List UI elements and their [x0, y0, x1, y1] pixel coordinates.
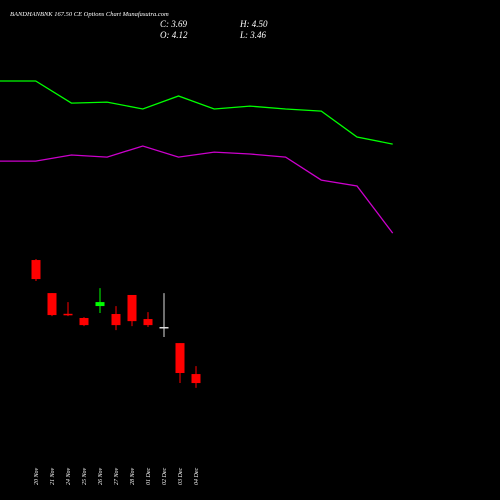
quote: H: 4.50 — [239, 19, 268, 29]
candle-body — [111, 314, 121, 326]
candle-body — [31, 260, 41, 280]
quote: L: 3.46 — [239, 30, 267, 40]
x-tick-label: 03 Dec — [178, 468, 184, 485]
chart-title: BANDHANBNK 167.50 CE Options Chart Munaf… — [10, 11, 169, 18]
x-tick-label: 28 Nov — [130, 467, 136, 485]
candle-body — [95, 302, 105, 307]
quote: O: 4.12 — [160, 30, 188, 40]
candle-body — [47, 293, 57, 316]
line-series — [0, 145, 394, 234]
x-tick-label: 01 Dec — [146, 468, 152, 485]
candle-body — [79, 317, 89, 326]
x-tick-label: 24 Nov — [65, 467, 72, 485]
candle-body — [175, 343, 185, 374]
line-series — [0, 80, 393, 145]
x-tick-label: 02 Dec — [162, 468, 168, 485]
x-tick-label: 25 Nov — [82, 467, 88, 485]
candle-body — [127, 294, 137, 322]
x-tick-label: 04 Dec — [193, 468, 200, 485]
candle-body — [143, 319, 153, 326]
x-tick-label: 27 Nov — [114, 467, 120, 485]
candle-body — [159, 326, 169, 329]
x-tick-label: 21 Nov — [50, 467, 56, 485]
candle-body — [191, 374, 201, 384]
candle-body — [63, 313, 73, 316]
quote: C: 3.69 — [160, 19, 188, 29]
x-tick-label: 26 Nov — [98, 467, 104, 485]
x-tick-label: 20 Nov — [34, 467, 40, 485]
